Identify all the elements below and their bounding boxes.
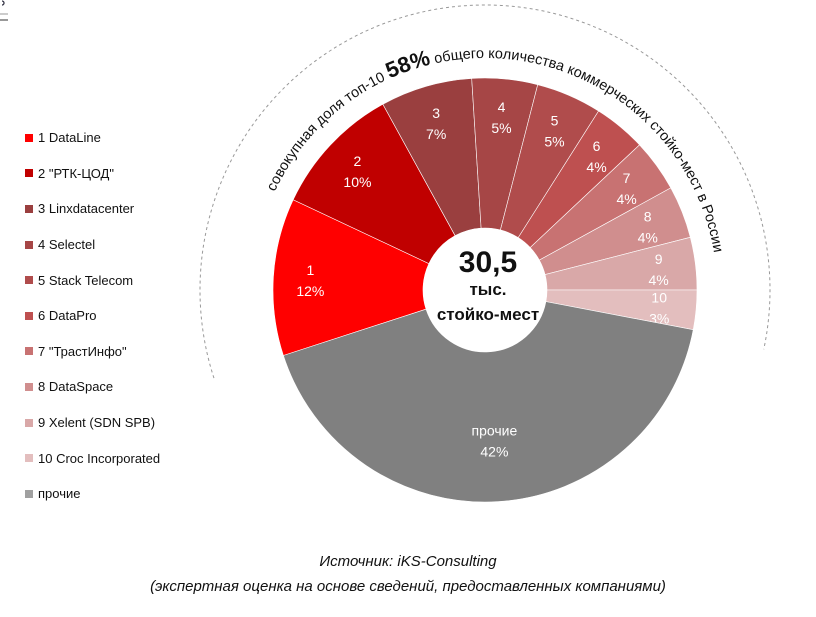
legend-swatch bbox=[25, 418, 33, 427]
slice-percent-label: 7% bbox=[426, 126, 446, 142]
legend-item: 7 "ТрастИнфо" bbox=[25, 334, 160, 370]
legend-swatch bbox=[25, 489, 33, 498]
legend-swatch bbox=[25, 311, 33, 320]
legend-item: 8 DataSpace bbox=[25, 369, 160, 405]
legend-label: 5 Stack Telecom bbox=[38, 272, 134, 288]
slice-percent-label: 5% bbox=[544, 133, 564, 149]
slice-id-label: 7 bbox=[623, 170, 631, 186]
slice-id-label: 2 bbox=[354, 153, 362, 169]
slice-percent-label: 42% bbox=[480, 444, 508, 460]
slice-id-label: 5 bbox=[551, 112, 559, 128]
arc-title-highlight: 58% bbox=[382, 45, 433, 83]
slice-id-label: 6 bbox=[593, 138, 601, 154]
legend-item: 9 Xelent (SDN SPB) bbox=[25, 405, 160, 441]
slice-id-label: 4 bbox=[498, 99, 506, 115]
slice-percent-label: 4% bbox=[586, 159, 606, 175]
slice-percent-label: 4% bbox=[638, 230, 658, 246]
slice-id-label: 9 bbox=[655, 251, 663, 267]
legend-item: 10 Croc Incorporated bbox=[25, 440, 160, 476]
center-unit-line1: тыс. bbox=[469, 280, 506, 299]
legend-label: 1 DataLine bbox=[38, 130, 101, 146]
legend-swatch bbox=[25, 454, 33, 463]
legend-item: 2 "РТК-ЦОД" bbox=[25, 156, 160, 192]
slice-percent-label: 5% bbox=[491, 120, 511, 136]
legend-label: 3 Linxdatacenter bbox=[38, 201, 135, 217]
corner-artifact-icon bbox=[0, 0, 8, 21]
top10-bracket-arc bbox=[199, 4, 771, 379]
legend-label: 8 DataSpace bbox=[38, 379, 114, 395]
legend-label: 10 Croc Incorporated bbox=[38, 450, 161, 466]
slice-прочие bbox=[282, 301, 694, 503]
slice-id-label: 10 bbox=[651, 289, 667, 305]
legend-label: 2 "РТК-ЦОД" bbox=[38, 165, 114, 181]
legend-label: 6 DataPro bbox=[38, 308, 97, 324]
slice-id-label: 3 bbox=[432, 105, 440, 121]
legend-label: прочие bbox=[38, 486, 81, 502]
legend-swatch bbox=[25, 133, 33, 142]
legend-item: 4 Selectel bbox=[25, 227, 160, 263]
legend-swatch bbox=[25, 276, 33, 285]
legend-swatch bbox=[25, 204, 33, 213]
legend-item: 5 Stack Telecom bbox=[25, 262, 160, 298]
legend-item: 6 DataPro bbox=[25, 298, 160, 334]
legend-item: 3 Linxdatacenter bbox=[25, 191, 160, 227]
legend-label: 9 Xelent (SDN SPB) bbox=[38, 415, 156, 431]
slice-percent-label: 10% bbox=[343, 174, 371, 190]
legend-label: 4 Selectel bbox=[38, 237, 96, 253]
slice-percent-label: 4% bbox=[616, 191, 636, 207]
legend-swatch bbox=[25, 169, 33, 178]
legend-swatch bbox=[25, 240, 33, 249]
center-unit-line2: стойко-мест bbox=[437, 305, 539, 324]
legend-swatch bbox=[25, 347, 33, 356]
legend-item: 1 DataLine bbox=[25, 120, 160, 156]
slice-id-label: 8 bbox=[644, 209, 652, 225]
legend-label: 7 "ТрастИнфо" bbox=[38, 343, 127, 359]
slice-percent-label: 4% bbox=[649, 272, 669, 288]
center-total-value: 30,5 bbox=[459, 246, 517, 279]
source-caption: Источник: iKS-Consulting bbox=[319, 553, 497, 570]
legend-swatch bbox=[25, 382, 33, 391]
legend-item: прочие bbox=[25, 476, 160, 512]
donut-hole bbox=[423, 228, 547, 352]
slice-percent-label: 12% bbox=[296, 283, 324, 299]
slice-id-label: прочие bbox=[472, 423, 518, 439]
legend: 1 DataLine 2 "РТК-ЦОД" 3 Linxdatacenter 4 S… bbox=[25, 120, 160, 512]
slice-id-label: 1 bbox=[306, 262, 314, 278]
note-caption: (экспертная оценка на основе сведений, п… bbox=[150, 578, 666, 595]
